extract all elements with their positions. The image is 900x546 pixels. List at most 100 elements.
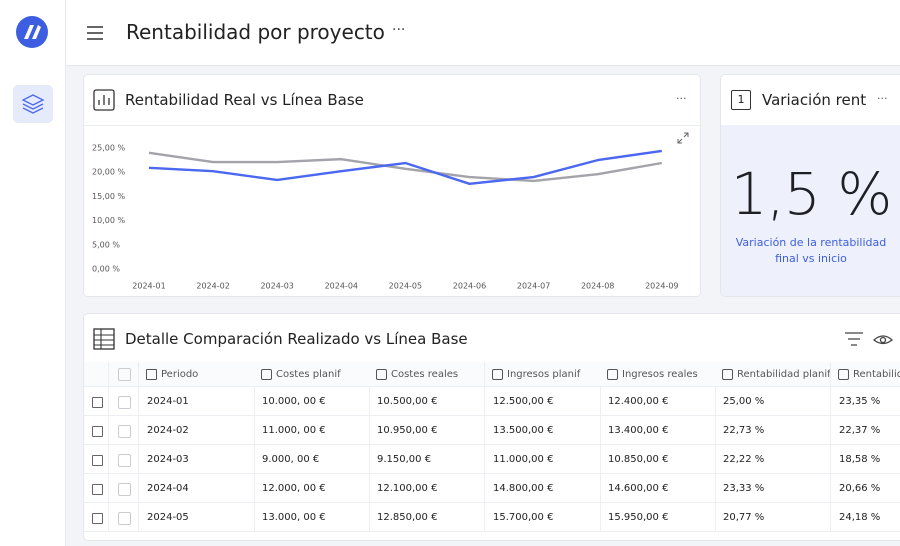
top-bar: Rentabilidad por proyecto ··· <box>66 0 900 66</box>
layers-icon <box>21 94 45 114</box>
row-checkbox[interactable] <box>109 416 139 445</box>
card-menu[interactable]: ··· <box>676 92 687 105</box>
row-checkbox[interactable] <box>109 503 139 532</box>
table-actions <box>845 332 894 346</box>
column-header[interactable]: Costes reales <box>369 362 485 387</box>
row-expand[interactable] <box>84 387 109 416</box>
table-cell: 10.500,00 € <box>369 387 485 416</box>
x-tick-label: 2024-09 <box>645 282 678 291</box>
card-menu[interactable]: ··· <box>877 92 888 105</box>
caption-line: final vs inicio <box>775 252 847 265</box>
column-header[interactable]: Periodo <box>139 362 255 387</box>
card-title: Variación rent <box>762 91 867 109</box>
expand-icon[interactable] <box>677 132 689 144</box>
card-title: Detalle Comparación Realizado vs Línea B… <box>125 330 468 348</box>
card-title: Rentabilidad Real vs Línea Base <box>125 91 364 109</box>
kpi-card: 1 Variación rent ··· 1,5 % Variación de … <box>720 74 900 297</box>
row-checkbox[interactable] <box>109 387 139 416</box>
table-cell: 12.400,00 € <box>600 387 716 416</box>
table-cell: 23,33 % <box>715 474 831 503</box>
sidebar <box>0 0 66 546</box>
column-header[interactable]: Ingresos reales <box>600 362 716 387</box>
header-cell <box>84 362 109 387</box>
row-checkbox[interactable] <box>109 445 139 474</box>
kpi-caption: Variación de la rentabilidad final vs in… <box>721 235 900 267</box>
table-card: Detalle Comparación Realizado vs Línea B… <box>83 313 900 541</box>
row-checkbox[interactable] <box>109 474 139 503</box>
row-expand[interactable] <box>84 474 109 503</box>
y-tick-label: 20,00 % <box>92 168 125 177</box>
kpi-body: 1,5 % Variación de la rentabilidad final… <box>721 125 900 296</box>
x-tick-label: 2024-04 <box>325 282 358 291</box>
table-cell: 2024-05 <box>139 503 255 532</box>
chart-card: Rentabilidad Real vs Línea Base ··· 0,00… <box>83 74 701 297</box>
table-cell: 20,77 % <box>715 503 831 532</box>
table-cell: 12.850,00 € <box>369 503 485 532</box>
table-cell: 10.850,00 € <box>600 445 716 474</box>
series-line <box>148 151 663 183</box>
x-tick-label: 2024-08 <box>581 282 614 291</box>
more-button[interactable]: ··· <box>392 22 406 38</box>
table-cell: 20,66 % <box>831 474 900 503</box>
y-tick-label: 5,00 % <box>92 240 120 249</box>
row-expand[interactable] <box>84 445 109 474</box>
table-cell: 22,73 % <box>715 416 831 445</box>
table-cell: 12.000, 00 € <box>254 474 370 503</box>
table-cell: 11.000, 00 € <box>254 416 370 445</box>
kpi-icon: 1 <box>731 90 751 110</box>
table-cell: 12.100,00 € <box>369 474 485 503</box>
column-header[interactable]: Ingresos planif <box>485 362 601 387</box>
table-icon <box>93 328 115 350</box>
row-expand[interactable] <box>84 416 109 445</box>
table-cell: 18,58 % <box>831 445 900 474</box>
table-cell: 13.400,00 € <box>600 416 716 445</box>
nav-item-active[interactable] <box>13 85 53 123</box>
filter-button[interactable] <box>845 332 863 346</box>
column-header[interactable]: Costes planif <box>254 362 370 387</box>
table-cell: 9.150,00 € <box>369 445 485 474</box>
x-tick-label: 2024-05 <box>389 282 422 291</box>
series-line <box>148 149 662 186</box>
column-header[interactable]: Rentabilidad planif <box>715 362 831 387</box>
line-chart: 0,00 % 5,00 % 10,00 % 15,00 % 20,00 % 25,00 %… <box>92 132 689 291</box>
y-tick-label: 0,00 % <box>92 265 120 274</box>
table-cell: 10.000, 00 € <box>254 387 370 416</box>
table-cell: 10.950,00 € <box>369 416 485 445</box>
chart-icon <box>93 89 115 111</box>
table-cell: 15.950,00 € <box>600 503 716 532</box>
table-cell: 2024-03 <box>139 445 255 474</box>
table-cell: 2024-01 <box>139 387 255 416</box>
table-cell: 13.500,00 € <box>485 416 601 445</box>
y-tick-label: 15,00 % <box>92 192 125 201</box>
table-cell: 22,22 % <box>715 445 831 474</box>
table-cell: 2024-04 <box>139 474 255 503</box>
x-tick-label: 2024-01 <box>132 282 165 291</box>
view-button[interactable] <box>872 335 894 345</box>
table-cell: 14.600,00 € <box>600 474 716 503</box>
logo[interactable] <box>16 16 48 48</box>
card-header: Rentabilidad Real vs Línea Base ··· <box>84 75 700 126</box>
table-cell: 11.000,00 € <box>485 445 601 474</box>
x-tick-label: 2024-02 <box>196 282 229 291</box>
data-table: Periodo Costes planif Costes reales Ingreso… <box>84 362 900 540</box>
table-cell: 22,37 % <box>831 416 900 445</box>
x-tick-label: 2024-06 <box>453 282 486 291</box>
row-expand[interactable] <box>84 503 109 532</box>
table-cell: 9.000, 00 € <box>254 445 370 474</box>
menu-button[interactable] <box>86 25 104 41</box>
kpi-value: 1,5 % <box>730 160 893 228</box>
table-cell: 12.500,00 € <box>485 387 601 416</box>
column-header[interactable]: Rentabilidad real <box>831 362 900 387</box>
header-cell <box>109 362 139 387</box>
x-tick-label: 2024-03 <box>260 282 293 291</box>
sidebar-icons <box>13 16 53 123</box>
table-cell: 25,00 % <box>715 387 831 416</box>
page-title: Rentabilidad por proyecto <box>126 20 385 44</box>
card-header: 1 Variación rent ··· <box>721 75 900 126</box>
table-cell: 23,35 % <box>831 387 900 416</box>
table-cell: 24,18 % <box>831 503 900 532</box>
table-cell: 13.000, 00 € <box>254 503 370 532</box>
logo-mark <box>24 25 41 39</box>
y-tick-label: 10,00 % <box>92 216 125 225</box>
